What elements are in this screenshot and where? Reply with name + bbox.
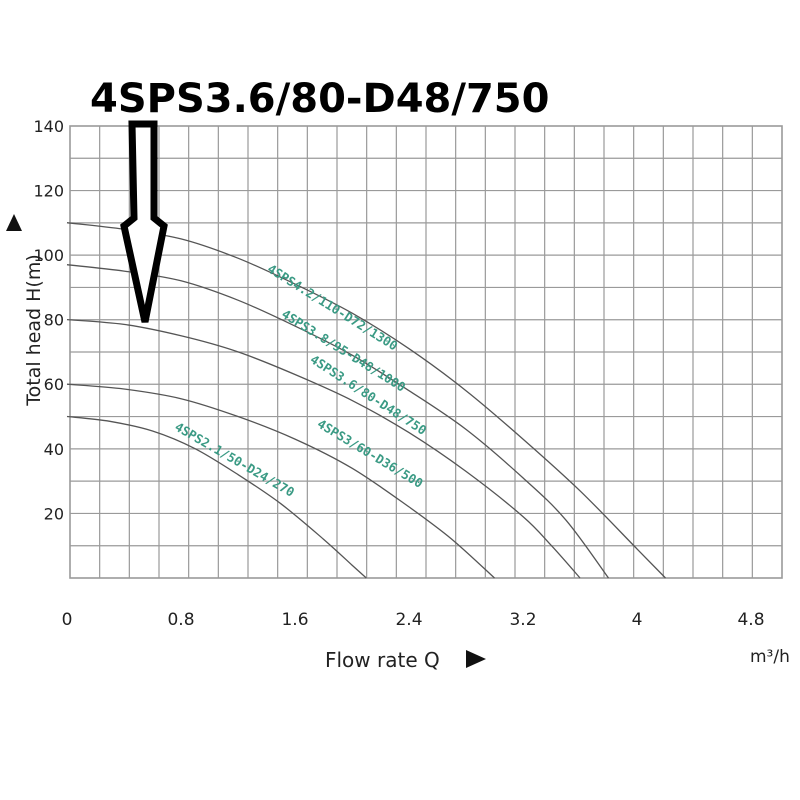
x-axis-arrow-icon [466, 650, 486, 668]
series-labels: 4SPS4.2/110-D72/13004SPS3.8/95-D48/10004… [172, 261, 429, 500]
series-curve [66, 222, 666, 579]
y-tick-label: 120 [33, 181, 64, 200]
x-tick-label: 4.8 [737, 610, 764, 630]
y-tick-label: 40 [44, 440, 64, 459]
y-tick-labels: 20 40 60 80 100 120 140 [33, 117, 64, 524]
y-tick-label: 20 [44, 504, 64, 523]
x-tick-label: 3.2 [509, 610, 536, 630]
series-curve [66, 415, 367, 579]
grid [69, 125, 783, 579]
curves [66, 222, 666, 579]
series-label: 4SPS2.1/50-D24/270 [172, 419, 297, 500]
x-tick-label: 2.4 [395, 610, 422, 630]
down-arrow-icon [120, 120, 168, 323]
series-curve [66, 264, 610, 579]
y-tick-label: 60 [44, 375, 64, 394]
x-axis-label: Flow rate Q [325, 648, 440, 672]
x-tick-label: 0 [62, 610, 73, 630]
y-tick-label: 140 [33, 117, 64, 136]
series-curve [66, 318, 581, 579]
x-tick-label: 0.8 [167, 610, 194, 630]
y-axis-arrow-icon [6, 214, 22, 231]
x-tick-label: 1.6 [281, 610, 308, 630]
y-tick-label: 100 [33, 246, 64, 265]
x-axis-unit: m³/h [750, 647, 790, 667]
y-tick-label: 80 [44, 311, 64, 330]
x-tick-labels: 0 0.8 1.6 2.4 3.2 4 4.8 [62, 610, 765, 630]
x-tick-label: 4 [632, 610, 643, 630]
headline-title: 4SPS3.6/80-D48/750 [90, 76, 549, 122]
y-axis-label: Total head H(m) [23, 254, 45, 407]
series-curve [66, 383, 495, 579]
